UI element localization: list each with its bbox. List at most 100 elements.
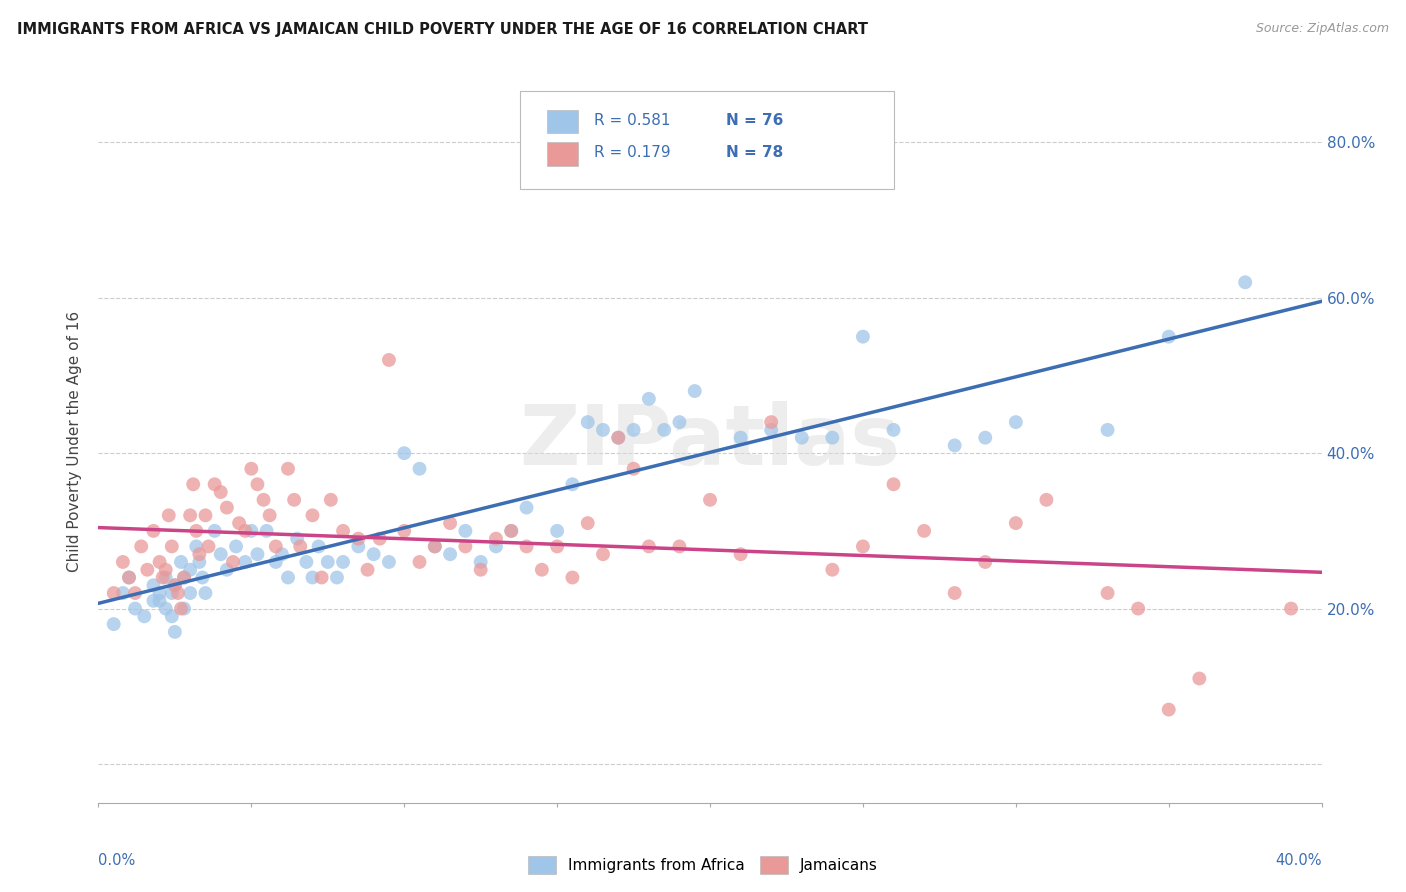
FancyBboxPatch shape [547, 143, 578, 166]
Text: Source: ZipAtlas.com: Source: ZipAtlas.com [1256, 22, 1389, 36]
Point [368, 532, 391, 546]
Point [111, 555, 134, 569]
Point [103, 586, 125, 600]
Point [392, 446, 416, 460]
Point [1128, 601, 1150, 615]
FancyBboxPatch shape [547, 110, 578, 133]
Point [501, 524, 523, 538]
Point [181, 477, 204, 491]
Point [246, 547, 269, 561]
Point [607, 431, 630, 445]
Text: 0.0%: 0.0% [98, 854, 135, 869]
Point [576, 516, 599, 530]
Point [270, 547, 292, 561]
Point [277, 461, 299, 475]
Point [378, 353, 401, 368]
Point [1188, 672, 1211, 686]
Point [546, 540, 568, 554]
Point [1279, 601, 1302, 615]
Point [160, 586, 183, 600]
Point [408, 555, 430, 569]
Point [136, 563, 159, 577]
Point [439, 516, 461, 530]
Point [637, 540, 661, 554]
Text: N = 78: N = 78 [725, 145, 783, 160]
Point [852, 540, 875, 554]
Point [1097, 586, 1119, 600]
Point [118, 570, 141, 584]
Point [233, 555, 256, 569]
Point [852, 329, 875, 343]
Point [699, 492, 721, 507]
Point [821, 431, 844, 445]
Point [356, 563, 378, 577]
Point [392, 524, 416, 538]
Point [311, 570, 333, 584]
Text: ZIPatlas: ZIPatlas [520, 401, 900, 482]
Point [167, 586, 190, 600]
Text: R = 0.179: R = 0.179 [593, 145, 671, 160]
Point [607, 431, 630, 445]
Point [576, 415, 599, 429]
Point [1157, 702, 1180, 716]
Point [186, 524, 208, 538]
Point [1234, 275, 1257, 289]
Point [225, 540, 247, 554]
Point [103, 617, 125, 632]
Point [1157, 329, 1180, 343]
Point [1035, 492, 1057, 507]
Point [259, 508, 281, 523]
Point [134, 609, 156, 624]
Point [173, 570, 195, 584]
Point [347, 532, 370, 546]
Point [759, 415, 782, 429]
Point [240, 524, 263, 538]
Point [821, 563, 844, 577]
Point [149, 586, 172, 600]
Point [186, 540, 208, 554]
Point [1004, 516, 1026, 530]
Point [170, 555, 193, 569]
Point [204, 477, 226, 491]
Point [530, 563, 553, 577]
Point [347, 540, 370, 554]
Point [943, 438, 966, 452]
Text: N = 76: N = 76 [725, 112, 783, 128]
Point [179, 563, 201, 577]
Point [485, 540, 508, 554]
Point [155, 563, 177, 577]
Point [124, 586, 146, 600]
Point [308, 540, 330, 554]
Point [152, 570, 174, 584]
Y-axis label: Child Poverty Under the Age of 16: Child Poverty Under the Age of 16 [67, 311, 83, 572]
Point [209, 485, 232, 500]
Point [160, 609, 183, 624]
Text: 40.0%: 40.0% [1275, 854, 1322, 869]
Point [194, 508, 217, 523]
Point [683, 384, 706, 398]
Point [470, 563, 492, 577]
Point [592, 423, 614, 437]
Point [974, 431, 997, 445]
Point [974, 555, 997, 569]
Point [264, 540, 287, 554]
Point [191, 570, 214, 584]
Point [295, 555, 318, 569]
Point [883, 477, 905, 491]
Point [179, 508, 201, 523]
Point [883, 423, 905, 437]
Point [163, 578, 186, 592]
Point [485, 532, 508, 546]
Point [163, 624, 186, 639]
Point [454, 524, 477, 538]
Point [215, 500, 238, 515]
Point [326, 570, 349, 584]
Point [561, 477, 583, 491]
Point [233, 524, 256, 538]
Point [157, 508, 180, 523]
Point [179, 586, 201, 600]
Point [160, 540, 183, 554]
Point [129, 540, 152, 554]
Point [561, 570, 583, 584]
Point [637, 392, 661, 406]
